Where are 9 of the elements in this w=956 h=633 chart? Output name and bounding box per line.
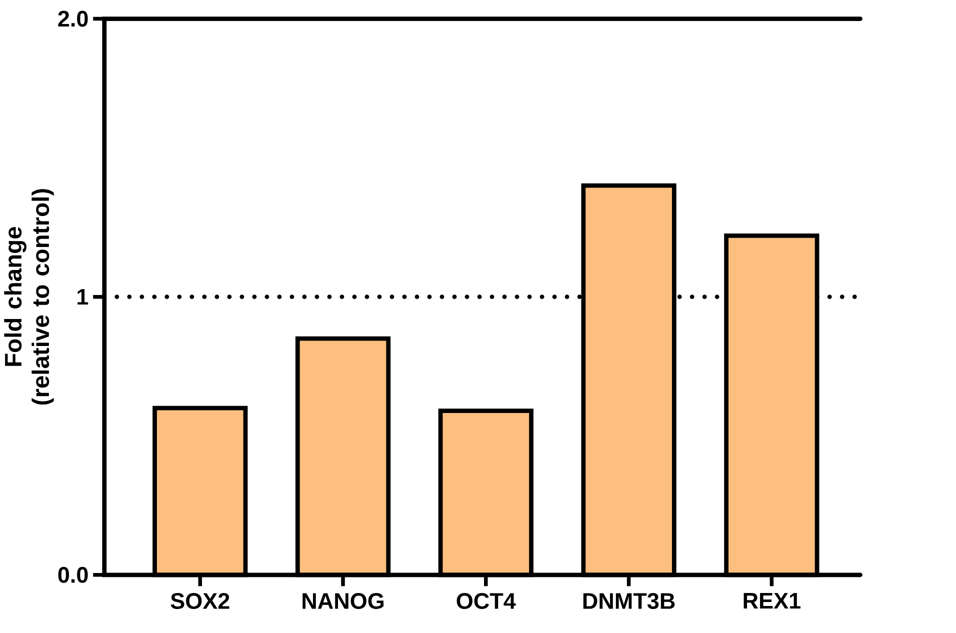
y-axis-title: Fold change (relative to control) bbox=[4, 189, 54, 405]
y-tick-label: 0.0 bbox=[58, 566, 88, 583]
x-tick-label: SOX2 bbox=[170, 593, 230, 609]
x-tick-label: REX1 bbox=[744, 593, 800, 609]
x-tick-label: OCT4 bbox=[456, 593, 516, 609]
x-tick-label: NANOG bbox=[302, 593, 384, 609]
y-tick-label: 1 bbox=[78, 289, 88, 305]
x-tick-label: DNMT3B bbox=[583, 593, 675, 610]
y-tick-label: 2.0 bbox=[58, 10, 88, 27]
